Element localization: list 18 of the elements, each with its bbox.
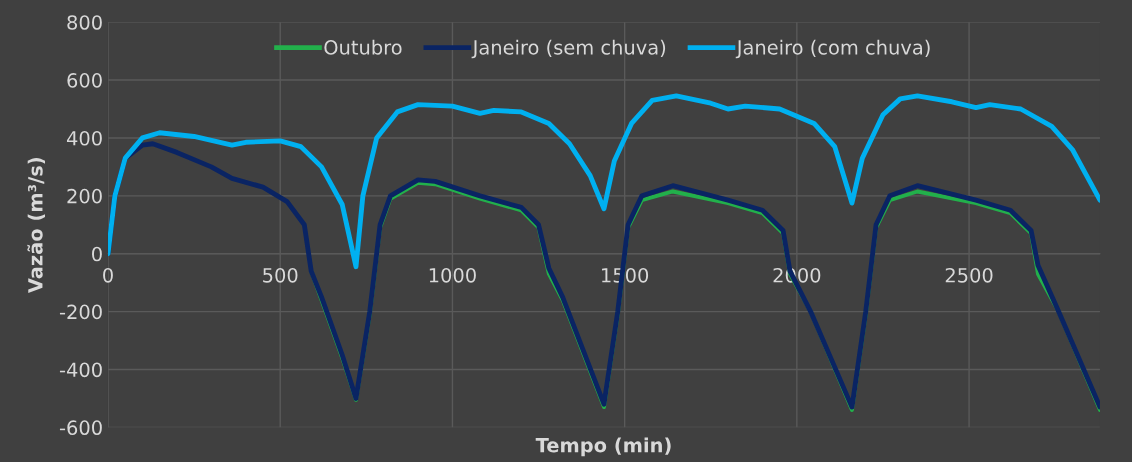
y-tick-label: -400 [59,362,102,378]
y-tick-label: -200 [59,304,102,320]
y-axis-title: Vazão (m³/s) [27,157,46,294]
y-tick-label: 400 [66,130,102,146]
y-tick-label: 800 [67,15,102,30]
legend-label: Outubro [324,39,402,55]
y-tick-label: 200 [67,188,102,204]
x-axis-title: Tempo (min) [535,437,671,457]
legend-label: Janeiro (com chuva) [735,39,930,59]
legend-label: Janeiro (sem chuva) [471,39,666,59]
x-tick-label: 500 [263,267,298,283]
x-tick-label: 2500 [945,267,993,283]
y-tick-label: -600 [59,420,102,436]
x-tick-label: 0 [103,267,113,283]
y-tick-label: 0 [92,246,102,262]
y-tick-label: 600 [67,73,102,88]
x-tick-label: 1000 [429,267,476,283]
line-series [107,93,1100,270]
